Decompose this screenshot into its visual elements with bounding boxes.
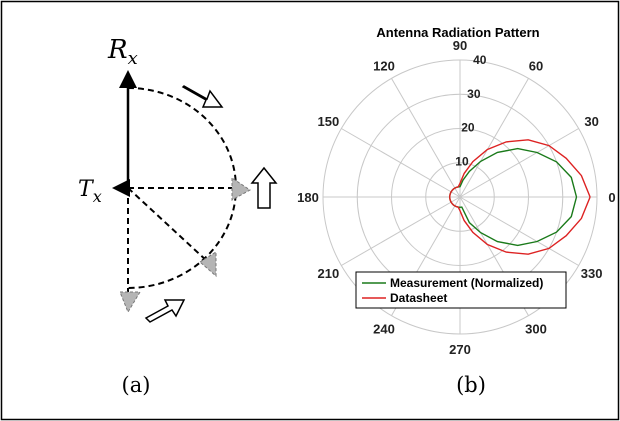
legend-box: [355, 271, 567, 309]
radial-tick-label-40: 40: [473, 53, 487, 67]
polar-chart: Antenna Radiation Pattern 10 20 30 40 0 30 60…: [297, 25, 615, 357]
angle-tick-label-270: 270: [449, 342, 471, 357]
position-marker-45: [199, 251, 217, 278]
position-marker-90: [119, 291, 141, 314]
rx-marker: [119, 70, 137, 88]
rotation-arrow-bottom: [144, 299, 186, 323]
legend: Measurement (Normalized) Datasheet: [355, 271, 567, 309]
polar-series: [448, 139, 591, 255]
legend-label-datasheet: Datasheet: [390, 291, 447, 305]
angle-tick-label-180: 180: [297, 190, 319, 205]
angle-tick-label-90: 90: [453, 38, 467, 53]
grid-spoke-210: [341, 196, 461, 266]
series-line-datasheet: [448, 139, 591, 255]
angle-tick-label-0: 0: [608, 190, 615, 205]
grid-spoke-330: [459, 196, 579, 266]
chart-title: Antenna Radiation Pattern: [376, 25, 539, 40]
panel-a-caption: (a): [122, 373, 151, 397]
angle-tick-label-330: 330: [581, 266, 603, 281]
grid-spoke-150: [341, 128, 461, 198]
radial-tick-label-20: 20: [461, 121, 475, 135]
tx-label: Tx: [78, 177, 102, 206]
grid-spoke-30: [459, 128, 579, 198]
rotation-arrow-top: [181, 85, 224, 108]
radial-tick-labels: 10 20 30 40: [455, 53, 487, 168]
angle-tick-label-150: 150: [318, 114, 340, 129]
angle-tick-label-60: 60: [529, 58, 543, 73]
radial-tick-label-10: 10: [455, 154, 469, 168]
radial-tick-label-30: 30: [467, 87, 481, 101]
grid-spoke-120: [391, 78, 461, 198]
panel-a-diagram: Rx Tx: [78, 35, 278, 323]
angle-tick-label-210: 210: [318, 266, 340, 281]
legend-label-measurement: Measurement (Normalized): [390, 276, 543, 290]
angle-tick-label-120: 120: [373, 58, 395, 73]
angle-tick-label-240: 240: [373, 322, 395, 337]
angle-tick-label-30: 30: [584, 114, 598, 129]
polar-grid: [322, 59, 598, 335]
rotation-arrow-right: [250, 166, 278, 209]
rx-label: Rx: [107, 35, 138, 69]
tx-marker: [112, 179, 130, 197]
grid-spoke-60: [459, 78, 529, 198]
angle-tick-label-300: 300: [525, 322, 547, 337]
angle-tick-labels: 0 30 60 90 120 150 180 210 240 270 300 330: [297, 38, 615, 357]
position-marker-0: [231, 177, 251, 201]
radial-line-45: [127, 187, 209, 263]
panel-b-caption: (b): [456, 373, 486, 397]
